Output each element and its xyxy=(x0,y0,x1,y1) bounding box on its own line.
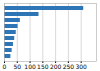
svg-text:100: 100 xyxy=(24,63,36,70)
svg-text:0: 0 xyxy=(3,63,7,70)
svg-text:50: 50 xyxy=(13,63,21,70)
svg-text:150: 150 xyxy=(37,63,49,70)
svg-text:200: 200 xyxy=(50,63,62,70)
svg-text:300: 300 xyxy=(75,63,87,70)
svg-text:250: 250 xyxy=(63,63,75,70)
